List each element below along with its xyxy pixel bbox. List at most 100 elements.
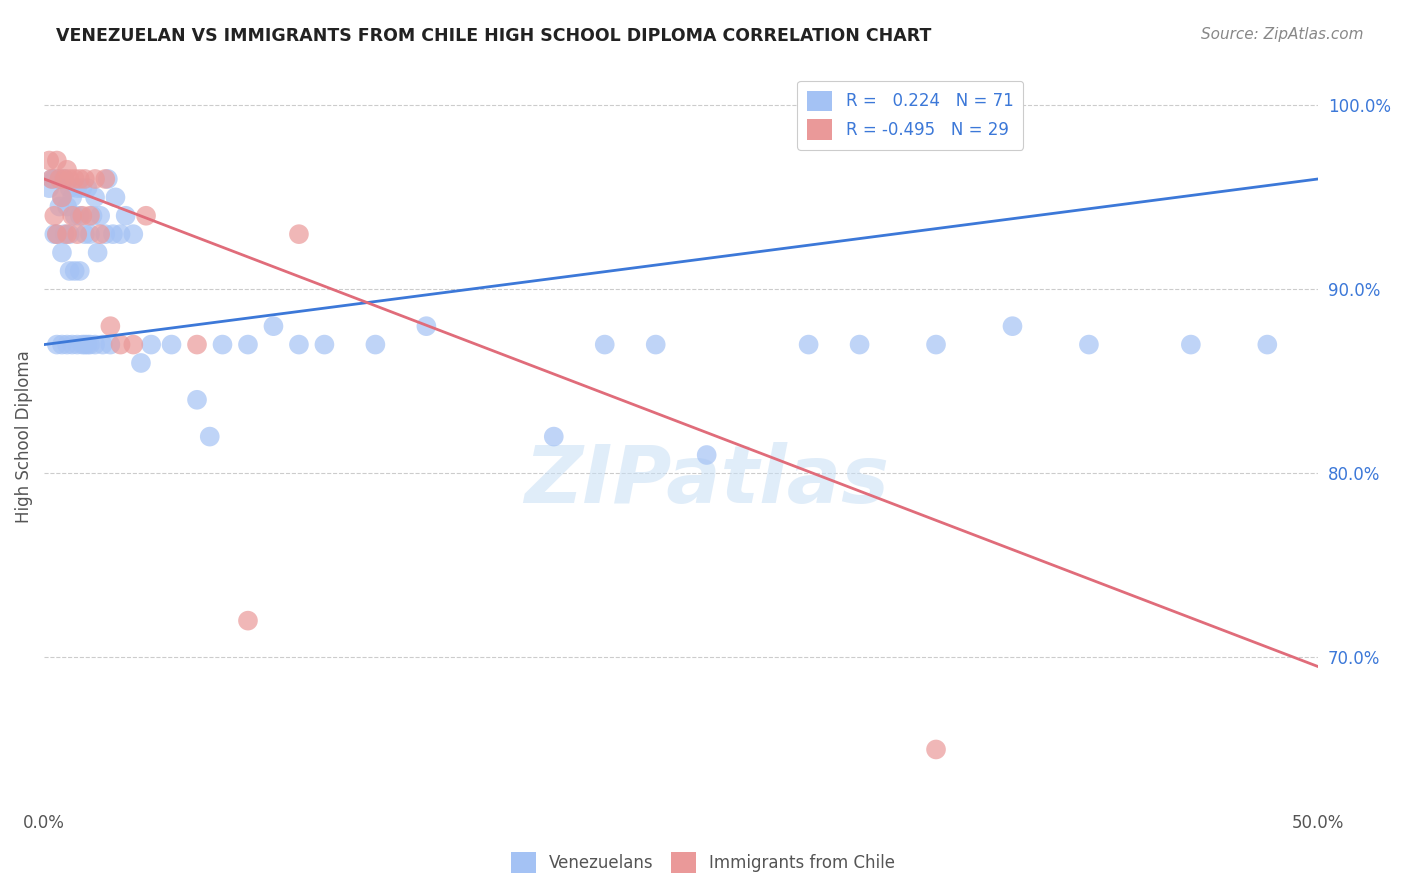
Legend: R =   0.224   N = 71, R = -0.495   N = 29: R = 0.224 N = 71, R = -0.495 N = 29 (797, 80, 1024, 150)
Point (66, 181, 89, 195)
Point (44, 209, 66, 223)
Point (51, 190, 73, 204)
Point (53, 172, 76, 186)
Point (86, 245, 108, 260)
Point (314, 337, 336, 351)
Point (82, 209, 104, 223)
Point (53, 172, 76, 186)
Point (60, 190, 83, 204)
Point (925, 337, 948, 351)
Point (364, 337, 387, 351)
Point (56, 227, 79, 242)
Point (98, 319, 121, 334)
Point (60, 337, 83, 351)
Point (66, 337, 89, 351)
Point (58, 181, 80, 195)
Point (69, 172, 91, 186)
Point (76, 337, 98, 351)
Point (51, 337, 73, 351)
Point (51, 190, 73, 204)
Point (593, 337, 616, 351)
Point (1001, 319, 1024, 334)
Point (110, 227, 132, 242)
Point (45, 227, 67, 242)
Point (38, 181, 60, 195)
Point (79, 209, 101, 223)
Point (94, 227, 117, 242)
Point (44, 227, 66, 242)
Point (98, 337, 121, 351)
Point (53, 227, 76, 242)
Point (41, 172, 63, 186)
Point (797, 337, 820, 351)
Point (1180, 337, 1202, 351)
Text: ZIPatlas: ZIPatlas (524, 442, 889, 520)
Point (186, 337, 208, 351)
Point (415, 319, 437, 334)
Point (73, 337, 96, 351)
Point (79, 337, 101, 351)
Point (79, 227, 101, 242)
Point (44, 172, 66, 186)
Point (69, 209, 91, 223)
Point (63, 264, 86, 278)
Point (73, 172, 96, 186)
Point (56, 162, 79, 177)
Point (211, 337, 233, 351)
Point (45, 227, 67, 242)
Point (56, 200, 79, 214)
Point (72, 209, 94, 223)
Point (101, 227, 124, 242)
Point (110, 337, 132, 351)
Point (72, 337, 94, 351)
Point (69, 264, 91, 278)
Point (160, 337, 183, 351)
Point (48, 172, 70, 186)
Point (97, 172, 120, 186)
Point (288, 337, 311, 351)
Point (84, 172, 107, 186)
Point (51, 245, 73, 260)
Point (48, 200, 70, 214)
Point (114, 209, 136, 223)
Point (56, 337, 79, 351)
Point (139, 337, 162, 351)
Point (696, 448, 718, 462)
Point (288, 227, 311, 242)
Point (236, 614, 259, 628)
Text: Source: ZipAtlas.com: Source: ZipAtlas.com (1201, 27, 1364, 42)
Point (76, 181, 98, 195)
Point (848, 337, 870, 351)
Point (84, 190, 107, 204)
Point (60, 209, 83, 223)
Point (73, 227, 96, 242)
Point (925, 742, 948, 756)
Point (122, 227, 145, 242)
Point (135, 209, 157, 223)
Point (262, 319, 284, 334)
Text: VENEZUELAN VS IMMIGRANTS FROM CHILE HIGH SCHOOL DIPLOMA CORRELATION CHART: VENEZUELAN VS IMMIGRANTS FROM CHILE HIGH… (56, 27, 932, 45)
Point (38, 153, 60, 168)
Point (104, 190, 127, 204)
Point (1077, 337, 1099, 351)
Point (84, 337, 107, 351)
Point (63, 172, 86, 186)
Point (236, 337, 259, 351)
Point (48, 172, 70, 186)
Point (58, 227, 80, 242)
Point (72, 181, 94, 195)
Point (89, 227, 111, 242)
Point (186, 392, 208, 407)
Point (58, 172, 80, 186)
Point (1256, 337, 1278, 351)
Point (122, 337, 145, 351)
Point (543, 429, 565, 443)
Point (41, 172, 63, 186)
Point (45, 337, 67, 351)
Point (198, 429, 221, 443)
Point (58, 264, 80, 278)
Point (89, 209, 111, 223)
Legend: Venezuelans, Immigrants from Chile: Venezuelans, Immigrants from Chile (505, 846, 901, 880)
Point (94, 172, 117, 186)
Point (644, 337, 666, 351)
